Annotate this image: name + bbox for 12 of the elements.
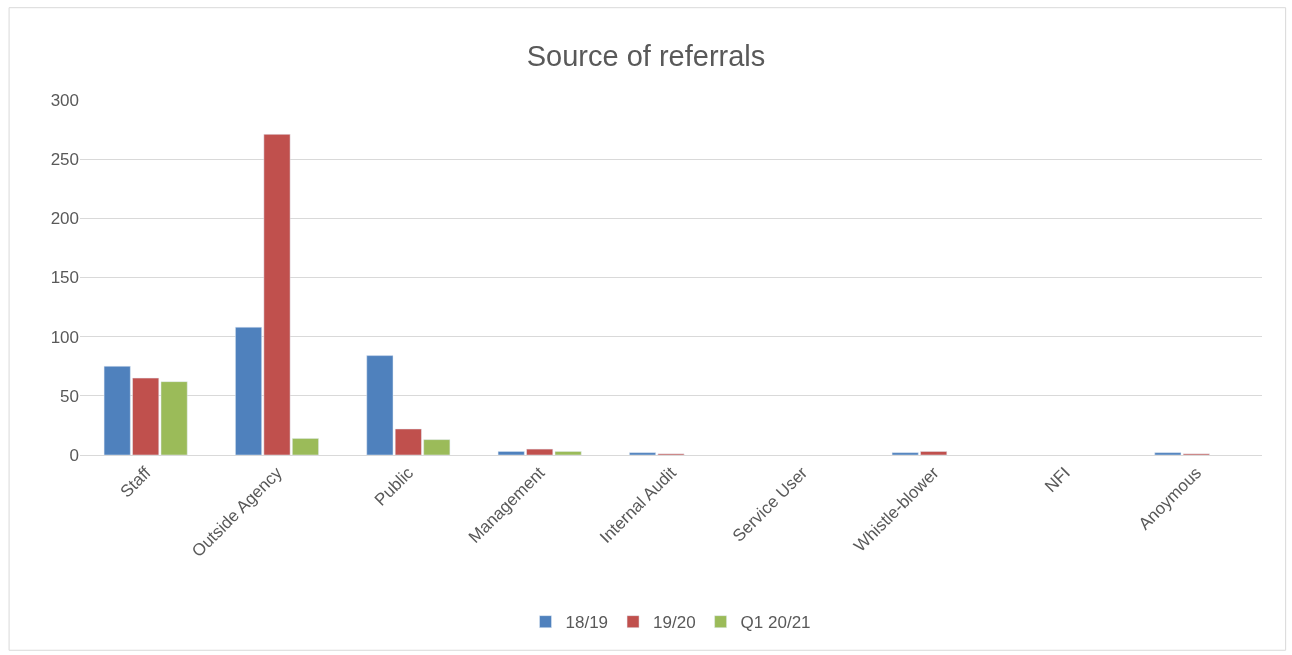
y-tick-label: 0 (69, 445, 79, 465)
y-tick-label: 250 (50, 150, 79, 170)
y-tick-label: 100 (50, 327, 79, 347)
y-tick-label: 200 (50, 209, 79, 229)
y-tick-label: 50 (60, 386, 79, 406)
x-tick-label: NFI (1041, 463, 1074, 497)
legend-label: Q1 20/21 (740, 613, 811, 633)
chart-title: Source of referrals (526, 40, 766, 73)
y-tick-label: 150 (50, 268, 79, 288)
y-tick-label: 300 (50, 90, 79, 110)
legend-label: 18/19 (565, 613, 609, 633)
legend-label: 19/20 (653, 613, 696, 633)
